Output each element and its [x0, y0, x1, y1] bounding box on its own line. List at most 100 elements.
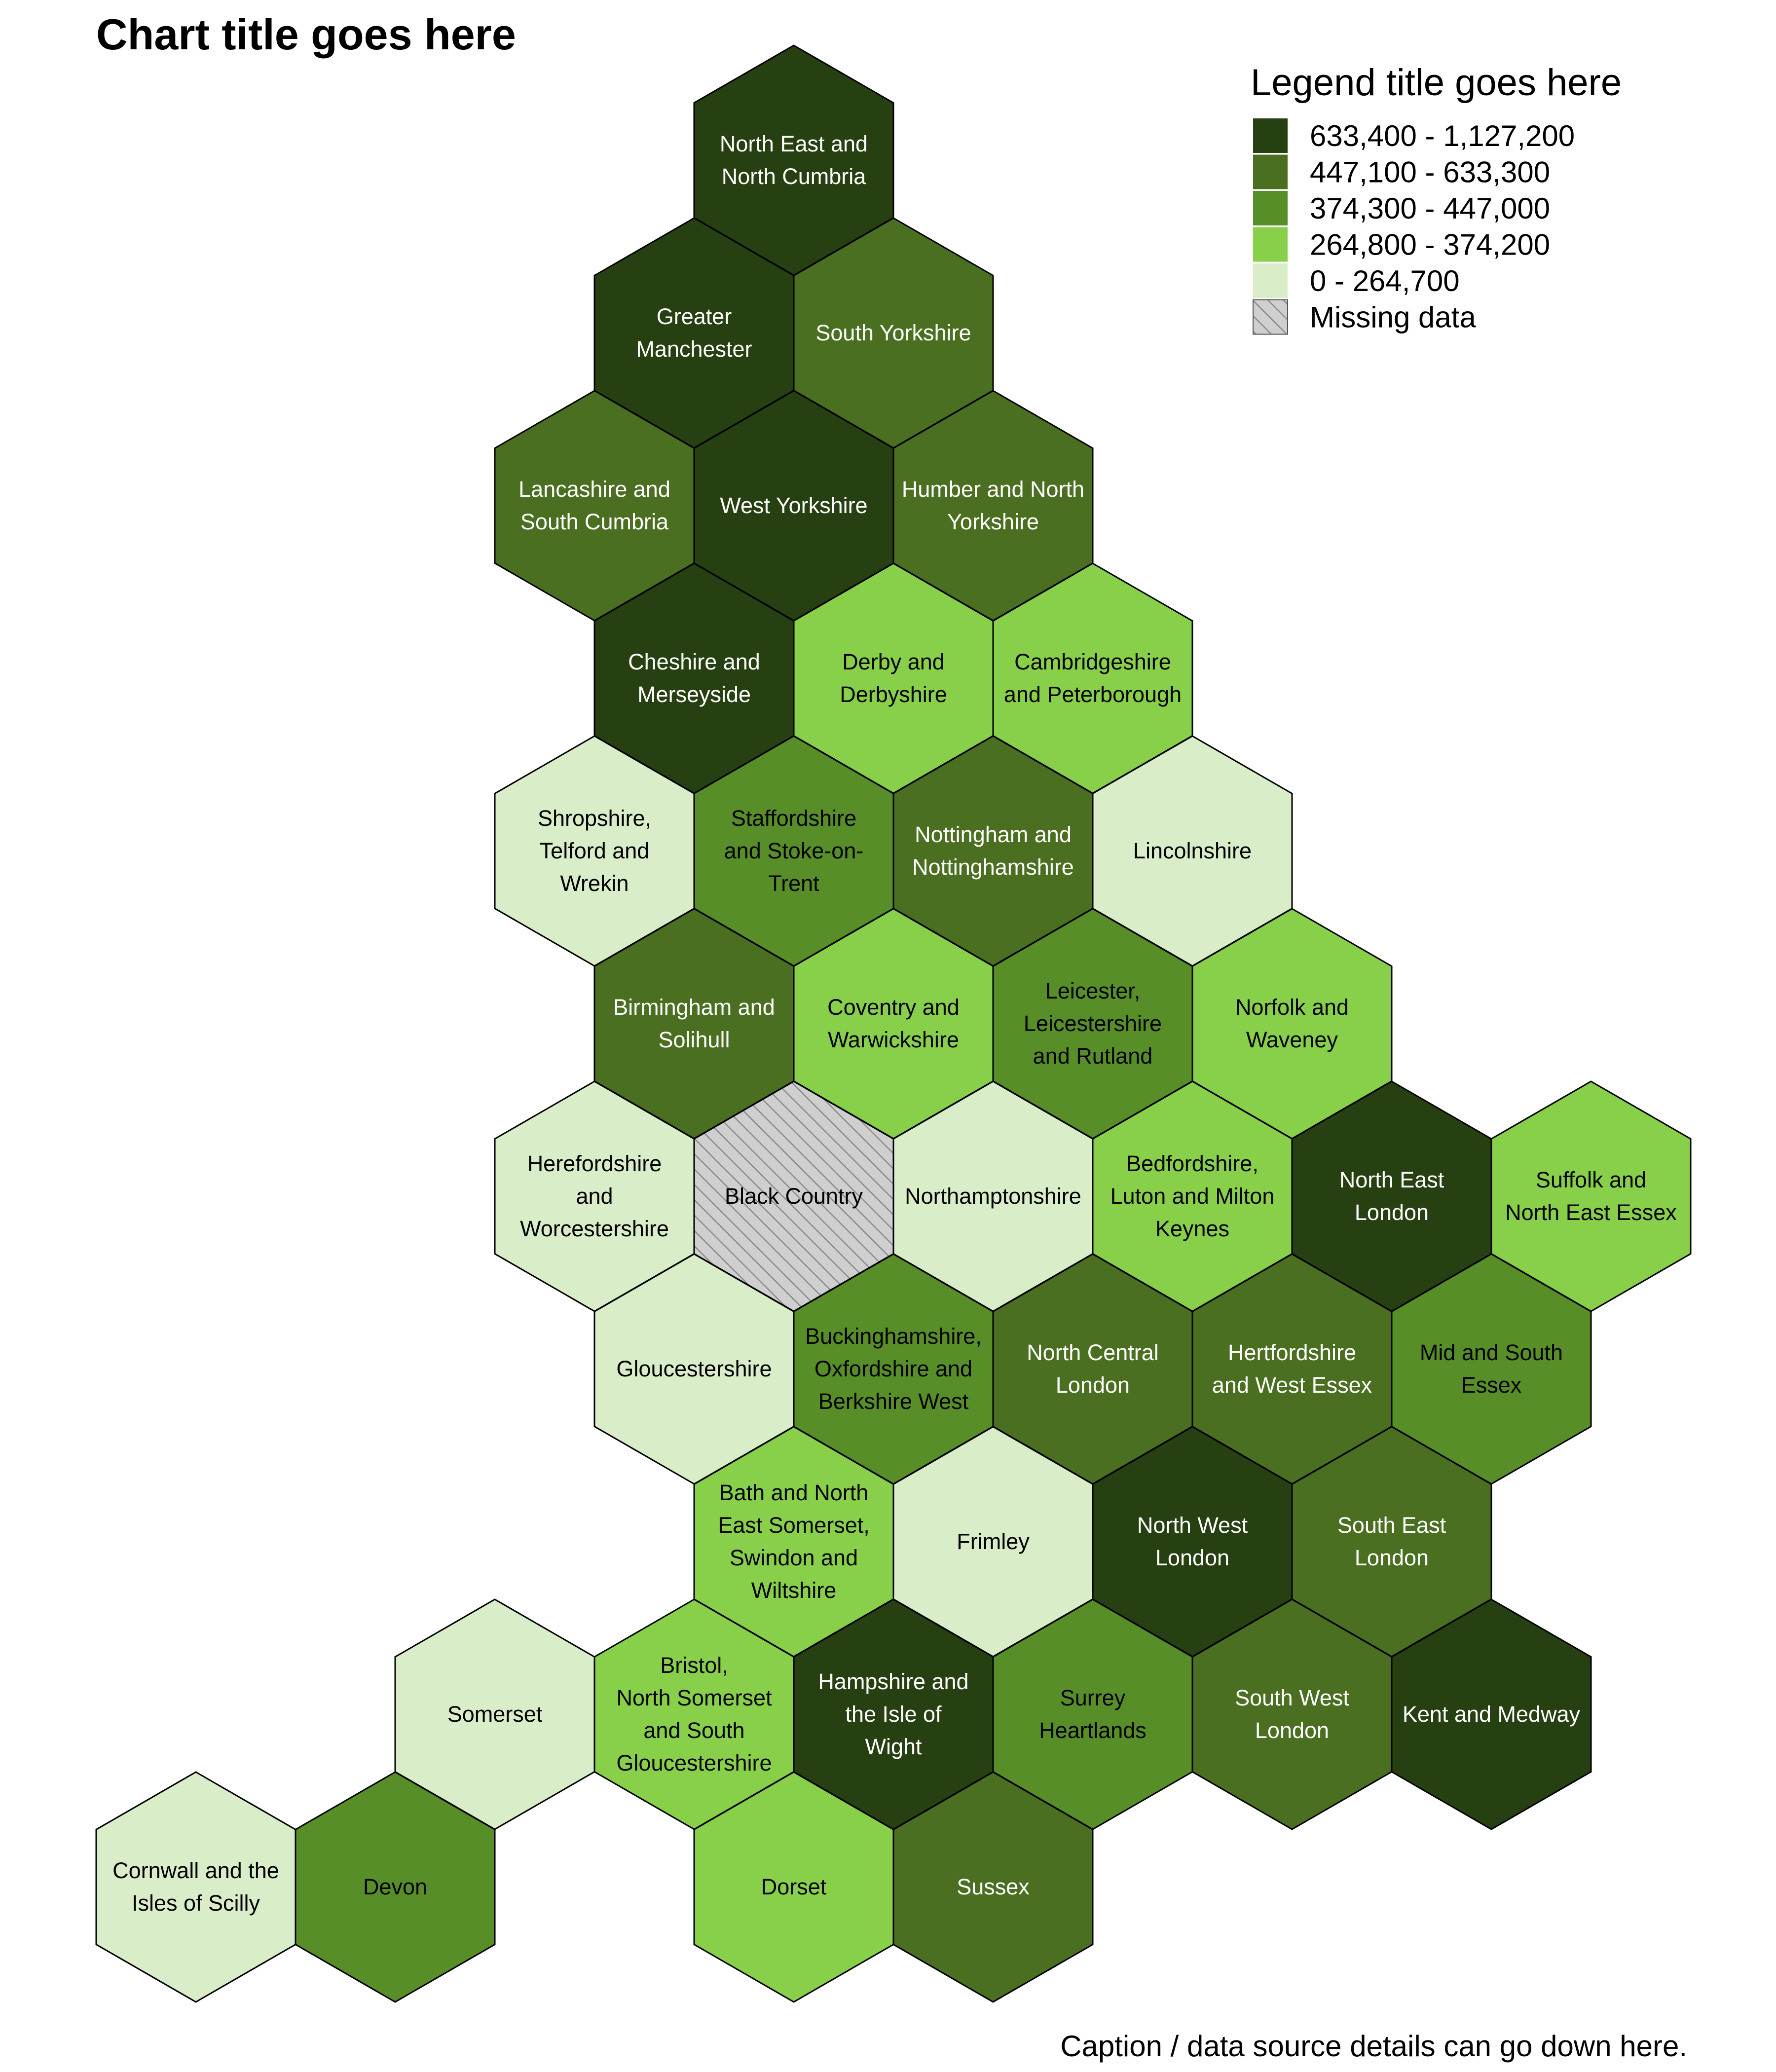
- hex-region: Buckinghamshire, Oxfordshire and Berkshire…: [793, 1253, 994, 1485]
- hex-region: Kent and Medway: [1391, 1598, 1592, 1830]
- hex-label-line: Heartlands: [1039, 1718, 1147, 1743]
- hex-label-line: Cambridgeshire: [1014, 649, 1171, 674]
- hex-label: South West London: [1235, 1685, 1349, 1743]
- hex-label: Hampshire and the Isle of Wight: [818, 1669, 968, 1759]
- hex-label-line: Merseyside: [637, 682, 751, 707]
- hex-label-line: Cheshire and: [628, 649, 760, 674]
- hex-region: North West London: [1092, 1426, 1293, 1658]
- hex-label-line: Solihull: [658, 1027, 730, 1052]
- hex-label-line: Hertfordshire: [1228, 1340, 1356, 1365]
- hex-region: Hampshire and the Isle of Wight: [793, 1598, 994, 1830]
- hex-label-line: Bedfordshire,: [1126, 1151, 1258, 1176]
- hex-label: Lancashire and South Cumbria: [518, 477, 670, 534]
- hex-label-line: North East and: [720, 131, 868, 156]
- hex-label: Black Country: [725, 1184, 863, 1209]
- hex-region: Cornwall and the Isles of Scilly: [95, 1771, 296, 2003]
- hex-label: Coventry and Warwickshire: [827, 995, 960, 1052]
- hex-label: South East London: [1337, 1513, 1446, 1570]
- hex-label: South Yorkshire: [815, 320, 971, 345]
- hex-label-line: Essex: [1461, 1372, 1522, 1398]
- hex-region: Cheshire and Merseyside: [593, 562, 795, 794]
- hex-label-line: Greater: [657, 304, 732, 329]
- hex-region: Sussex: [892, 1771, 1094, 2003]
- hex-label-line: Humber and North: [902, 477, 1084, 502]
- hex-label: Mid and South Essex: [1420, 1340, 1563, 1398]
- hex-label-line: and Rutland: [1033, 1043, 1153, 1069]
- hex-label-line: South Cumbria: [520, 509, 669, 534]
- hex-label: Humber and North Yorkshire: [902, 477, 1084, 534]
- hex-label-line: London: [1155, 1545, 1229, 1570]
- hex-region: Gloucestershire: [593, 1253, 795, 1485]
- hex-region: North Central London: [992, 1253, 1193, 1485]
- hex-label-line: Frimley: [957, 1529, 1030, 1554]
- hex-region: Greater Manchester: [593, 217, 795, 449]
- hex-label-line: Wiltshire: [751, 1578, 837, 1603]
- hex-label-line: Wight: [865, 1734, 922, 1759]
- hex-region: Leicester, Leicestershire and Rutland: [992, 908, 1193, 1140]
- hex-label: Cambridgeshire and Peterborough: [1004, 649, 1182, 707]
- hex-label-line: North Somerset: [616, 1685, 772, 1710]
- hex-label: Derby and Derbyshire: [840, 649, 947, 707]
- hex-region: Humber and North Yorkshire: [892, 390, 1094, 622]
- hex-label-line: West Yorkshire: [720, 493, 867, 518]
- hex-label-line: Lancashire and: [518, 477, 670, 502]
- hex-label-line: Leicester,: [1045, 978, 1141, 1003]
- hex-label-line: South West: [1235, 1685, 1349, 1710]
- hex-region: South Yorkshire: [793, 217, 994, 449]
- hex-label-line: Swindon and: [730, 1545, 858, 1570]
- hex-region: Nottingham and Nottinghamshire: [892, 735, 1094, 967]
- hex-label-line: and Peterborough: [1004, 682, 1182, 707]
- hex-label-line: Telford and: [540, 838, 650, 863]
- hex-label: Shropshire, Telford and Wrekin: [538, 806, 651, 896]
- hex-region: Devon: [295, 1771, 496, 2003]
- chart-title: Chart title goes here: [96, 10, 516, 59]
- legend-swatch: [1253, 154, 1288, 189]
- hex-label: Frimley: [957, 1529, 1030, 1554]
- hex-label-line: South East: [1337, 1513, 1446, 1538]
- hex-label-line: London: [1355, 1545, 1429, 1570]
- hex-label-line: Isles of Scilly: [132, 1890, 260, 1916]
- hex-region: Lancashire and South Cumbria: [494, 390, 695, 622]
- hex-label-line: North Central: [1027, 1340, 1159, 1365]
- hex-label-line: Hampshire and: [818, 1669, 968, 1694]
- hex-label-line: Surrey: [1060, 1685, 1126, 1710]
- hex-label: Lincolnshire: [1133, 838, 1252, 863]
- hex-label-line: Bristol,: [660, 1653, 728, 1678]
- hex-label: Cornwall and the Isles of Scilly: [112, 1858, 279, 1916]
- hex-label: Cheshire and Merseyside: [628, 649, 760, 707]
- hex-label-line: Kent and Medway: [1403, 1702, 1581, 1727]
- hex-label: Northamptonshire: [905, 1184, 1081, 1209]
- hex-region: Staffordshire and Stoke-on- Trent: [693, 735, 894, 967]
- hex-label-line: North West: [1137, 1513, 1248, 1538]
- hex-label-line: and Stoke-on-: [724, 838, 864, 863]
- legend-label: 633,400 - 1,127,200: [1310, 119, 1575, 152]
- hex-region: Dorset: [693, 1771, 894, 2003]
- hex-label-line: Wrekin: [560, 871, 629, 896]
- hex-region: Northamptonshire: [892, 1080, 1094, 1312]
- hex-label-line: Nottingham and: [915, 822, 1072, 847]
- hex-tile: [295, 1771, 496, 2003]
- hex-label: Hertfordshire and West Essex: [1212, 1340, 1372, 1398]
- hex-label-line: Keynes: [1155, 1216, 1229, 1241]
- legend-label: Missing data: [1310, 301, 1476, 334]
- hex-tiles: North East and North Cumbria Greater Manche…: [95, 44, 1692, 2003]
- legend-label: 374,300 - 447,000: [1310, 192, 1550, 225]
- hex-label-line: London: [1255, 1718, 1329, 1743]
- hex-region: Surrey Heartlands: [992, 1598, 1193, 1830]
- hex-label-line: Coventry and: [827, 995, 960, 1020]
- hex-label: North Central London: [1027, 1340, 1159, 1398]
- hex-label-line: Leicestershire: [1024, 1011, 1162, 1036]
- legend-label: 264,800 - 374,200: [1310, 228, 1550, 261]
- hex-label: Devon: [363, 1874, 427, 1899]
- hex-region: Bath and North East Somerset, Swindon and W…: [693, 1426, 894, 1658]
- hex-label-line: Nottinghamshire: [912, 854, 1074, 880]
- hex-label-line: and West Essex: [1212, 1372, 1372, 1398]
- hex-label-line: Yorkshire: [947, 509, 1039, 534]
- hex-label-line: Dorset: [761, 1874, 827, 1899]
- hex-label-line: Berkshire West: [818, 1389, 969, 1414]
- legend-swatch: [1253, 227, 1288, 262]
- legend-label: 0 - 264,700: [1310, 264, 1460, 297]
- hex-region: Mid and South Essex: [1391, 1253, 1592, 1485]
- legend-item: 264,800 - 374,200: [1253, 227, 1550, 262]
